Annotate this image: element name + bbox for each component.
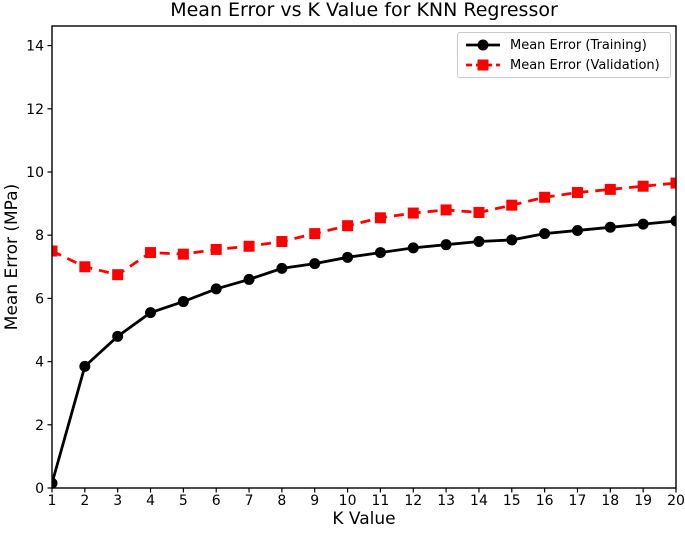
data-point xyxy=(276,262,288,274)
data-point xyxy=(604,221,616,233)
data-point xyxy=(604,183,616,195)
series-line-1 xyxy=(51,181,677,277)
data-point xyxy=(210,243,222,255)
x-tick-label: 10 xyxy=(339,493,357,509)
y-tick-label: 8 xyxy=(35,228,44,244)
y-tick-label: 2 xyxy=(35,418,44,434)
data-point xyxy=(51,245,58,257)
data-point xyxy=(243,240,255,252)
x-axis-label: K Value xyxy=(332,509,396,529)
data-point xyxy=(506,234,518,246)
data-point xyxy=(51,477,58,489)
x-tick-label: 15 xyxy=(503,493,521,509)
data-point xyxy=(571,187,583,199)
y-axis-label: Mean Error (MPa) xyxy=(2,183,22,331)
x-tick-label: 9 xyxy=(310,493,319,509)
y-tick-label: 6 xyxy=(35,291,44,307)
data-point xyxy=(309,228,321,240)
plot-border xyxy=(51,25,677,489)
legend-label-validation: Mean Error (Validation) xyxy=(510,57,660,73)
data-point xyxy=(374,247,386,259)
x-tick-label: 20 xyxy=(667,493,685,509)
x-tick-label: 16 xyxy=(536,493,554,509)
data-point xyxy=(473,236,485,248)
data-point xyxy=(407,242,419,254)
legend: Mean Error (Training) Mean Error (Valida… xyxy=(457,32,671,78)
data-point xyxy=(210,283,222,295)
data-point xyxy=(670,215,677,227)
data-point xyxy=(571,224,583,236)
data-point xyxy=(440,204,452,216)
x-tick-label: 3 xyxy=(113,493,122,509)
x-tick-label: 5 xyxy=(179,493,188,509)
data-point xyxy=(506,199,518,211)
y-tick-label: 4 xyxy=(35,355,44,371)
data-point xyxy=(342,251,354,263)
data-point xyxy=(177,248,189,260)
series-line-0 xyxy=(51,219,677,484)
x-tick-label: 7 xyxy=(245,493,254,509)
data-point xyxy=(276,236,288,248)
data-point xyxy=(145,307,157,319)
y-tick-label: 14 xyxy=(26,39,44,55)
x-tick-label: 14 xyxy=(470,493,488,509)
data-point xyxy=(374,212,386,224)
validation-line-sample-icon xyxy=(466,59,500,71)
legend-item-validation: Mean Error (Validation) xyxy=(465,57,670,73)
x-tick-label: 2 xyxy=(80,493,89,509)
data-point xyxy=(243,273,255,285)
data-point xyxy=(473,206,485,218)
data-point xyxy=(539,228,551,240)
data-point xyxy=(637,180,649,192)
data-point xyxy=(112,330,124,342)
x-tick-label: 19 xyxy=(634,493,652,509)
data-point xyxy=(342,220,354,232)
y-tick-label: 10 xyxy=(26,165,44,181)
data-point xyxy=(539,191,551,203)
chart-title: Mean Error vs K Value for KNN Regressor xyxy=(170,0,558,21)
x-tick-label: 1 xyxy=(48,493,57,509)
data-point xyxy=(177,296,189,308)
data-point xyxy=(79,360,91,372)
x-tick-label: 12 xyxy=(404,493,422,509)
x-tick-label: 8 xyxy=(277,493,286,509)
data-point xyxy=(407,207,419,219)
data-point xyxy=(112,269,124,281)
training-line-sample-icon xyxy=(466,39,500,51)
x-tick-label: 6 xyxy=(212,493,221,509)
data-point xyxy=(79,261,91,273)
x-tick-label: 17 xyxy=(569,493,587,509)
x-tick-label: 18 xyxy=(601,493,619,509)
legend-label-training: Mean Error (Training) xyxy=(510,37,647,53)
y-tick-label: 12 xyxy=(26,102,44,118)
data-point xyxy=(145,247,157,259)
data-point xyxy=(440,239,452,251)
data-point xyxy=(670,177,677,189)
data-point xyxy=(309,258,321,270)
legend-item-training: Mean Error (Training) xyxy=(465,37,670,53)
x-tick-label: 11 xyxy=(372,493,390,509)
y-tick-label: 0 xyxy=(35,481,44,497)
data-point xyxy=(637,218,649,230)
x-tick-label: 13 xyxy=(437,493,455,509)
x-tick-label: 4 xyxy=(146,493,155,509)
